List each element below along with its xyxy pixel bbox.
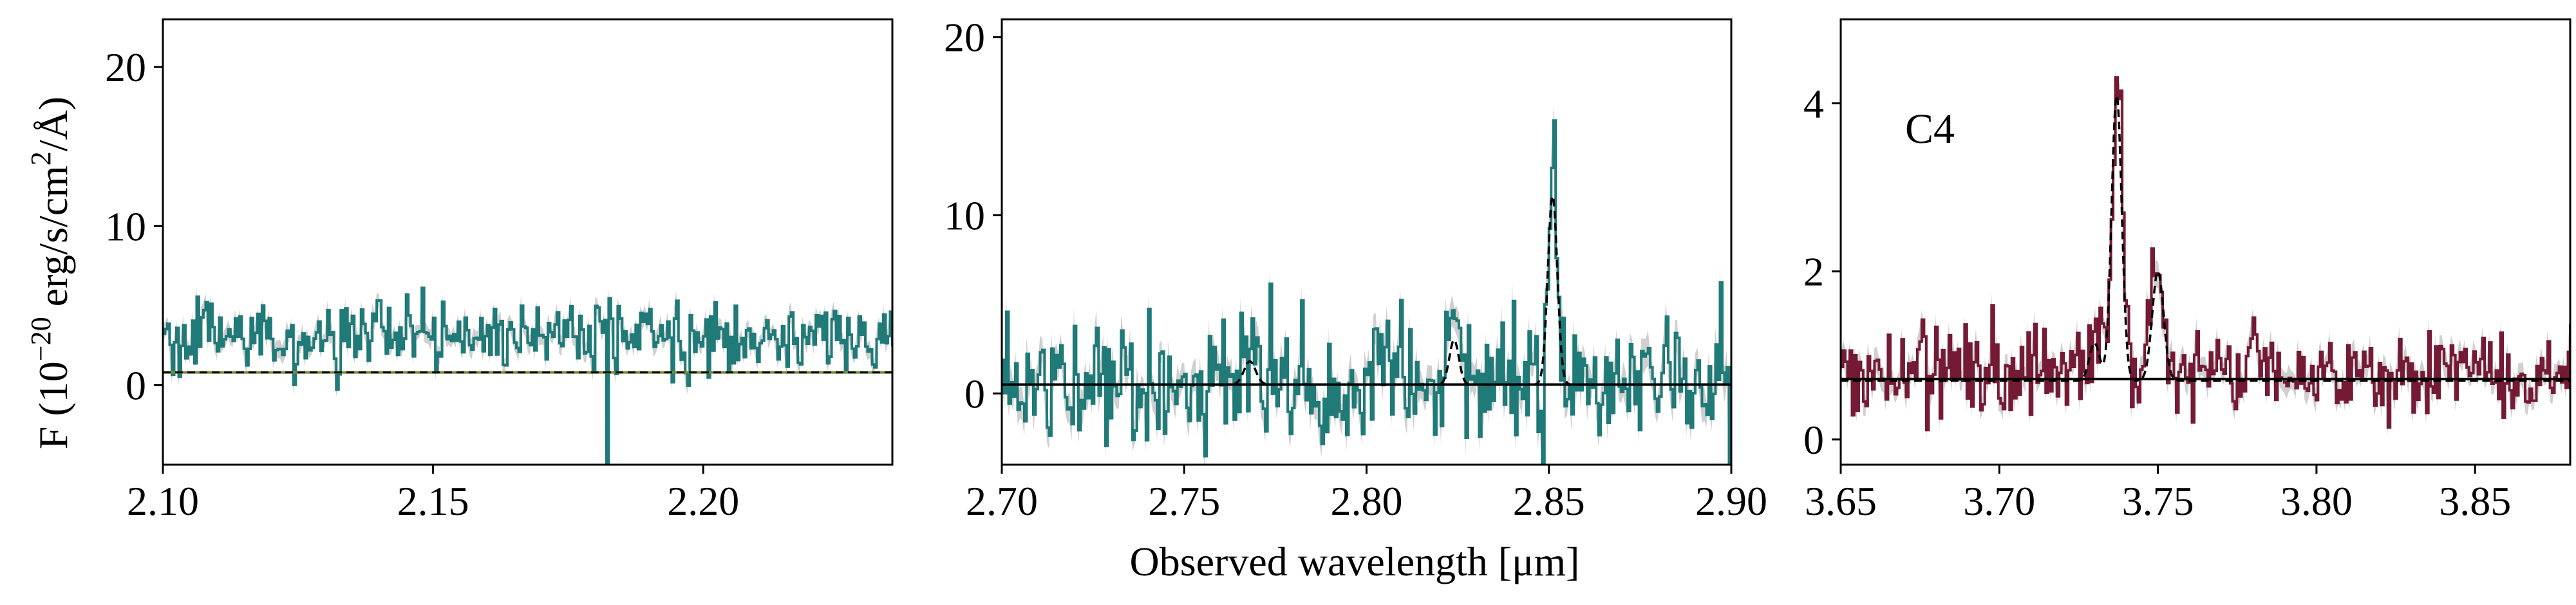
plot-area [1002,105,1731,465]
x-tick-label: 2.15 [397,478,469,524]
x-tick-label: 2.20 [667,478,739,524]
x-tick-label: 2.90 [1695,478,1767,524]
y-tick-label: 20 [944,15,985,60]
x-tick-label: 3.80 [2280,478,2353,524]
x-axis-label: Observed wavelength [μm] [1130,539,1580,584]
plot-area [1841,69,2570,440]
error-band [163,279,892,465]
y-tick-label: 4 [1803,81,1824,127]
x-tick-label: 2.75 [1148,478,1220,524]
plot-area [163,279,892,465]
error-band [1841,69,2570,440]
y-tick-label: 10 [944,192,985,238]
error-band [1002,105,1731,465]
y-axis-label: F (10−20 erg/s/cm2/Å) [25,97,76,449]
panel-middle: 2.70 2.75 2.80 2.85 2.90 0 10 20 [944,15,1767,524]
y-tick-label: 0 [1803,417,1824,463]
model-fit-line [1002,195,1731,386]
x-tick-label: 2.80 [1331,478,1403,524]
panel-annotation: C4 [1905,106,1955,153]
x-tick-label: 3.85 [2439,478,2511,524]
axes-frame [162,18,894,466]
axes-frame [1839,18,2571,466]
y-tick-label: 0 [126,362,146,408]
x-tick-label: 3.70 [1963,478,2035,524]
x-tick-label: 2.85 [1513,478,1585,524]
x-tick-label: 2.70 [966,478,1038,524]
model-fit-line [1841,93,2570,382]
x-tick-label: 3.65 [1805,478,1877,524]
y-tick-label: 20 [105,44,146,90]
x-tick-label: 3.75 [2122,478,2194,524]
panel-left: 2.10 2.15 2.20 0 10 20 [105,18,894,524]
x-tick-label: 2.10 [127,478,199,524]
panel-right: 3.65 3.70 3.75 3.80 3.85 0 2 4 C4 [1803,18,2571,524]
y-tick-label: 0 [964,371,985,416]
y-tick-label: 10 [105,203,146,249]
y-tick-label: 2 [1803,249,1824,295]
spectrum-line [163,286,892,465]
spectrum-line [1002,119,1731,465]
